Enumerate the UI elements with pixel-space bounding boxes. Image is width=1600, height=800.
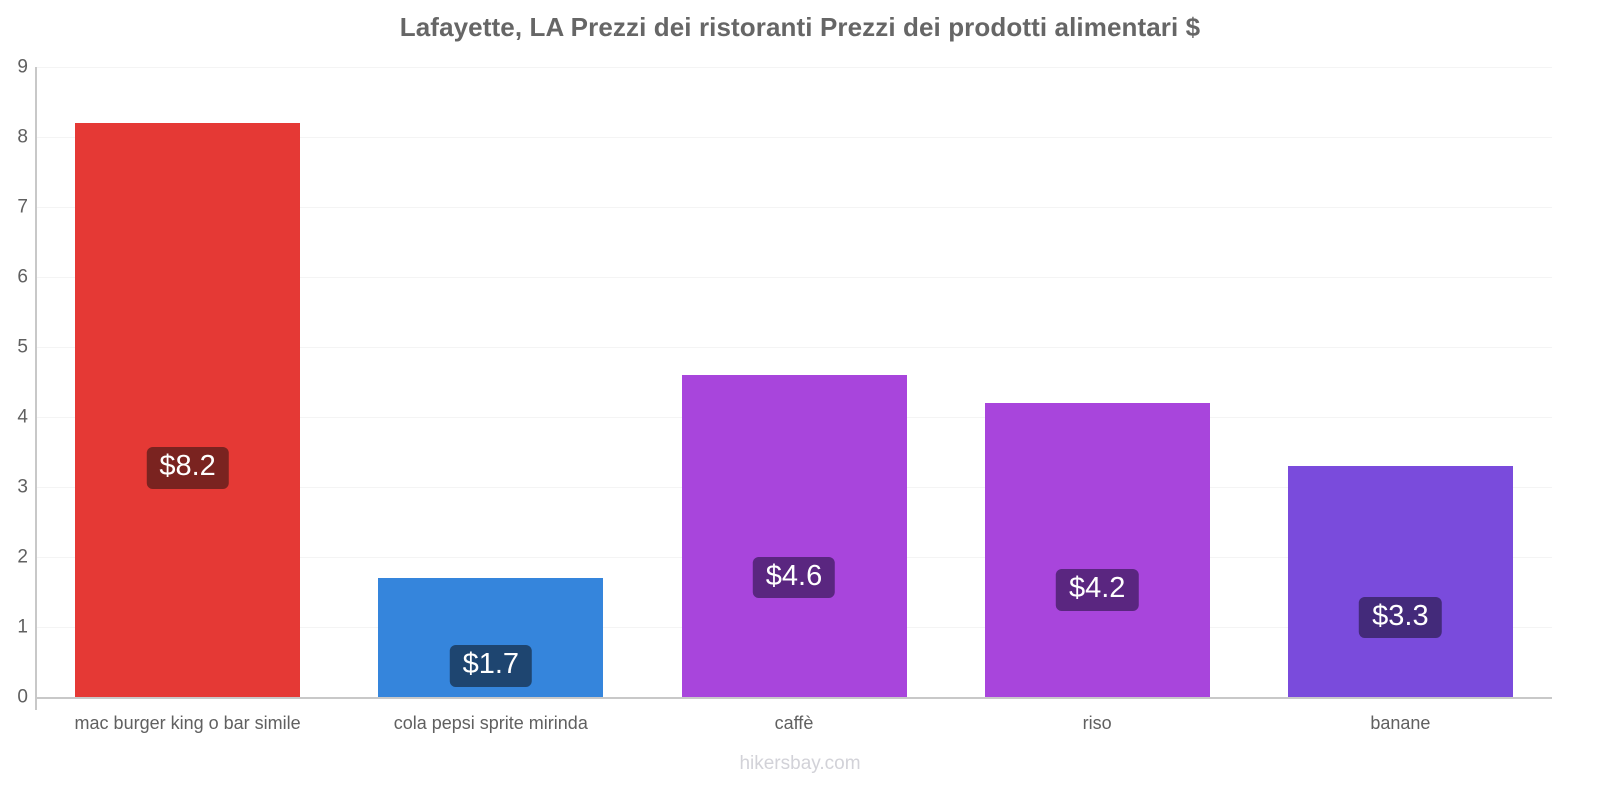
y-axis-tick-label: 0 <box>17 686 28 708</box>
bar-value-label: $8.2 <box>146 447 229 489</box>
y-axis-tick-label: 3 <box>17 476 28 498</box>
bar-value-label: $1.7 <box>449 645 533 687</box>
gridline <box>36 277 1552 278</box>
gridline <box>36 347 1552 348</box>
bar[interactable]: $1.7 <box>378 578 604 697</box>
x-axis-category-label: riso <box>1082 713 1112 733</box>
bar[interactable]: $8.2 <box>75 123 301 697</box>
gridline <box>36 207 1552 208</box>
source-watermark: hikersbay.com <box>739 753 861 774</box>
gridline <box>36 67 1552 68</box>
x-axis-category-label: cola pepsi sprite mirinda <box>393 713 588 733</box>
y-axis-tick-label: 8 <box>17 126 28 148</box>
y-axis-tick-label: 2 <box>17 546 28 568</box>
x-axis-category-label: caffè <box>774 713 814 733</box>
bar[interactable]: $4.6 <box>681 375 907 697</box>
y-axis-tick-label: 7 <box>17 196 28 218</box>
bar[interactable]: $3.3 <box>1287 466 1513 697</box>
bar[interactable]: $4.2 <box>984 403 1210 697</box>
x-axis-origin-tick <box>35 698 37 710</box>
x-axis-category-label: mac burger king o bar simile <box>74 713 301 733</box>
x-axis-category-label: banane <box>1370 713 1431 733</box>
y-axis-tick-label: 9 <box>17 56 28 78</box>
bar-value-label: $3.3 <box>1359 596 1442 638</box>
y-axis-tick-label: 6 <box>17 266 28 288</box>
chart-title: Lafayette, LA Prezzi dei ristoranti Prez… <box>399 12 1201 42</box>
bar-value-label: $4.2 <box>1055 569 1139 611</box>
y-axis-tick-label: 4 <box>17 406 28 428</box>
y-axis-line <box>35 67 37 698</box>
y-axis-tick-label: 1 <box>17 616 28 638</box>
y-axis-labels: 0 1 2 3 4 5 6 7 8 9 <box>0 58 28 707</box>
bar-value-label: $4.6 <box>752 556 836 599</box>
y-axis-tick-label: 5 <box>17 336 28 358</box>
gridline <box>36 137 1552 138</box>
x-axis-line <box>36 697 1552 699</box>
